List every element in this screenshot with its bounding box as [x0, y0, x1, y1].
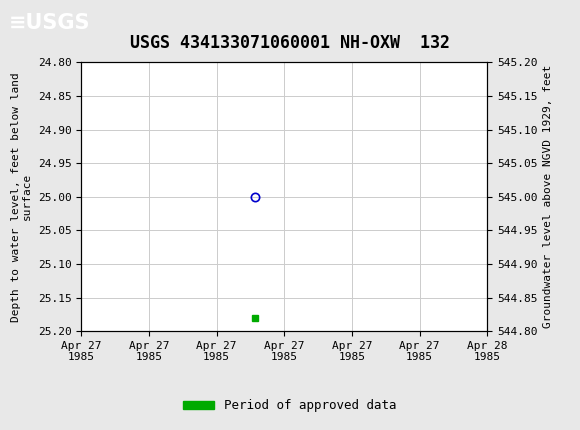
Y-axis label: Depth to water level, feet below land
surface: Depth to water level, feet below land su… — [10, 72, 32, 322]
Y-axis label: Groundwater level above NGVD 1929, feet: Groundwater level above NGVD 1929, feet — [543, 65, 553, 329]
Legend: Period of approved data: Period of approved data — [178, 394, 402, 417]
Text: ≡USGS: ≡USGS — [9, 12, 90, 33]
Text: USGS 434133071060001 NH-OXW  132: USGS 434133071060001 NH-OXW 132 — [130, 34, 450, 52]
